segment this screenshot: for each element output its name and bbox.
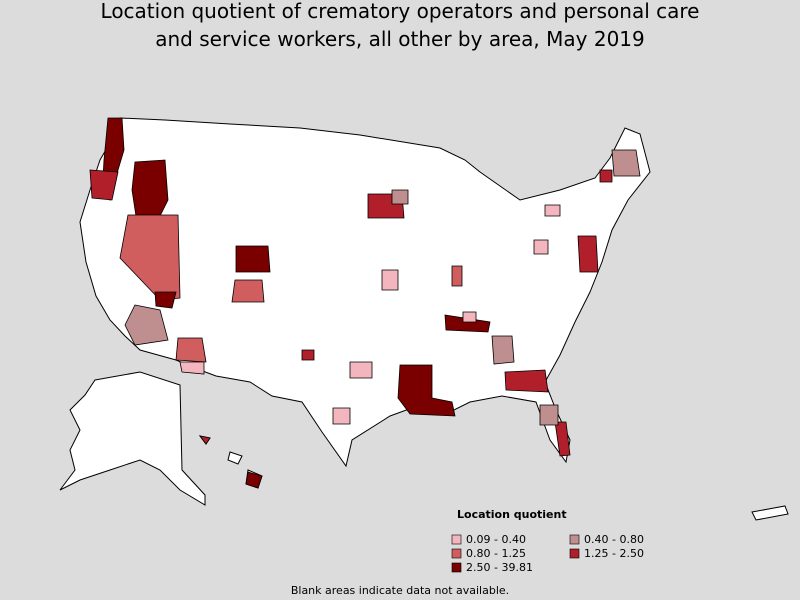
- footnote: Blank areas indicate data not available.: [291, 584, 509, 597]
- region: [231, 279, 265, 303]
- us-map: [59, 117, 789, 521]
- alaska: [59, 371, 206, 506]
- legend-label: 2.50 - 39.81: [466, 561, 533, 574]
- hawaii: [227, 451, 243, 465]
- region: [381, 269, 399, 291]
- region: [235, 245, 271, 273]
- region: [332, 407, 351, 425]
- legend: Location quotient 0.09 - 0.40 0.40 - 0.80…: [451, 508, 644, 574]
- legend-swatch: [451, 562, 462, 573]
- puerto-rico: [751, 505, 789, 521]
- region: [599, 169, 613, 183]
- region: [154, 291, 177, 309]
- region: [391, 189, 409, 205]
- region: [451, 265, 463, 287]
- region: [491, 335, 515, 365]
- region: [397, 364, 456, 417]
- title-line: and service workers, all other by area, …: [155, 27, 645, 51]
- region: [544, 204, 561, 217]
- legend-swatch: [451, 548, 462, 559]
- region: [124, 304, 169, 346]
- region: [554, 421, 571, 457]
- region: [131, 159, 169, 217]
- legend-swatch: [569, 534, 580, 545]
- region: [245, 471, 263, 489]
- legend-swatch: [569, 548, 580, 559]
- legend-label: 0.80 - 1.25: [466, 547, 526, 560]
- region: [533, 239, 549, 255]
- region: [577, 235, 599, 273]
- title-line: Location quotient of crematory operators…: [101, 0, 700, 23]
- region: [504, 369, 549, 393]
- region: [179, 361, 205, 375]
- legend-swatch: [451, 534, 462, 545]
- region: [199, 435, 211, 445]
- region: [611, 149, 641, 177]
- legend-label: 0.40 - 0.80: [584, 533, 644, 546]
- region: [349, 361, 373, 379]
- region: [539, 404, 559, 426]
- region: [462, 311, 477, 323]
- region: [89, 169, 119, 201]
- legend-label: 1.25 - 2.50: [584, 547, 644, 560]
- legend-title: Location quotient: [457, 508, 567, 521]
- legend-label: 0.09 - 0.40: [466, 533, 526, 546]
- region: [175, 337, 207, 363]
- region: [301, 349, 315, 361]
